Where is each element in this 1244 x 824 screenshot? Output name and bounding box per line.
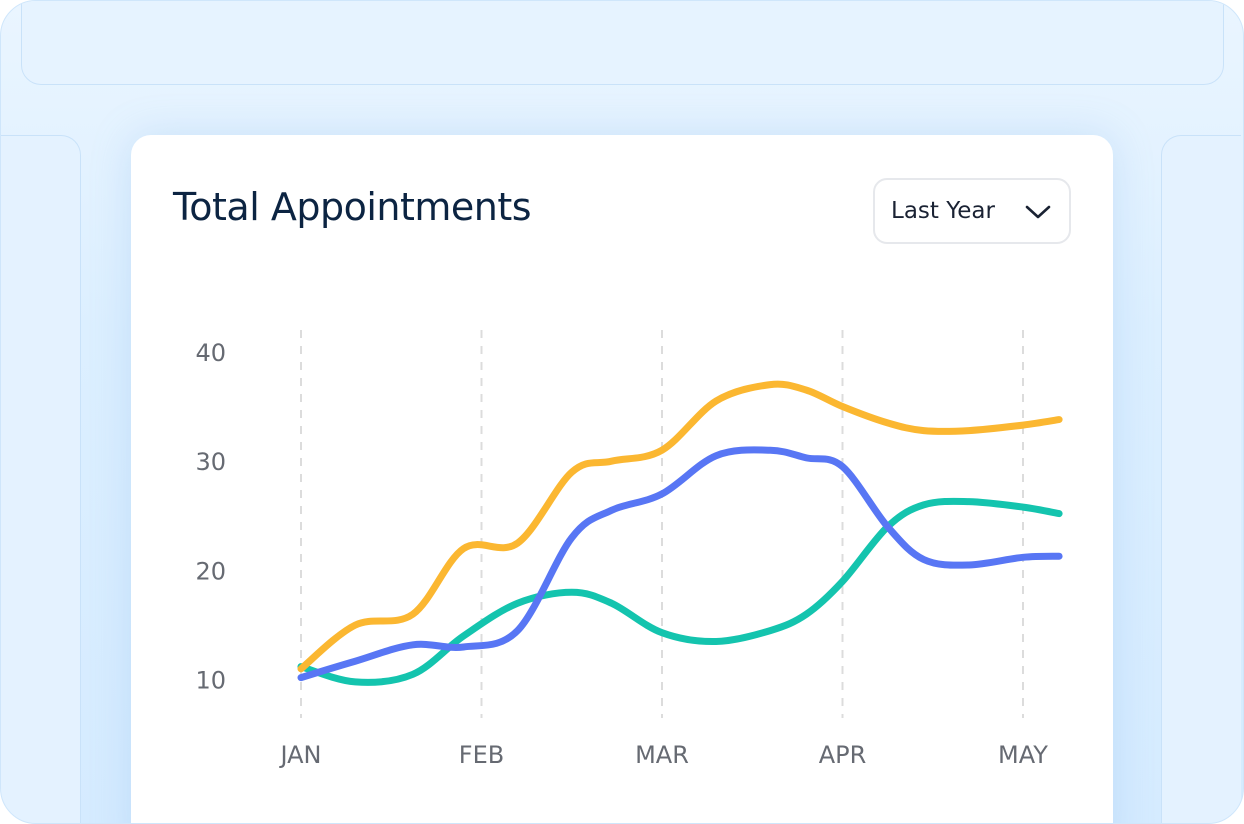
x-tick-label: FEB <box>459 741 504 769</box>
x-tick-label: JAN <box>278 741 321 769</box>
series-line-2 <box>297 446 1063 682</box>
series-line-3 <box>297 497 1063 686</box>
x-tick-label: MAR <box>635 741 689 769</box>
chevron-down-icon <box>1025 205 1051 219</box>
y-tick-label: 30 <box>195 448 226 476</box>
series-layer <box>297 380 1063 686</box>
appointments-card: 10 20 30 40 JAN FEB MAR APR MAY Total Appointme… <box>131 135 1113 823</box>
left-panel <box>1 135 81 823</box>
y-tick-label: 20 <box>195 557 226 585</box>
right-panel <box>1161 135 1241 823</box>
y-tick-label: 10 <box>195 667 226 695</box>
top-bar <box>21 1 1224 85</box>
period-select-value: Last Year <box>891 198 995 224</box>
series-line-1 <box>297 380 1063 673</box>
y-axis: 10 20 30 40 <box>195 339 226 695</box>
chart-title: Total Appointments <box>173 185 532 229</box>
appointments-line-chart: 10 20 30 40 JAN FEB MAR APR MAY <box>195 330 1063 769</box>
x-tick-label: APR <box>819 741 867 769</box>
x-tick-label: MAY <box>998 741 1048 769</box>
x-axis: JAN FEB MAR APR MAY <box>278 741 1048 769</box>
grid-layer <box>300 330 1024 718</box>
period-select[interactable]: Last Year <box>873 178 1071 244</box>
y-tick-label: 40 <box>195 339 226 367</box>
